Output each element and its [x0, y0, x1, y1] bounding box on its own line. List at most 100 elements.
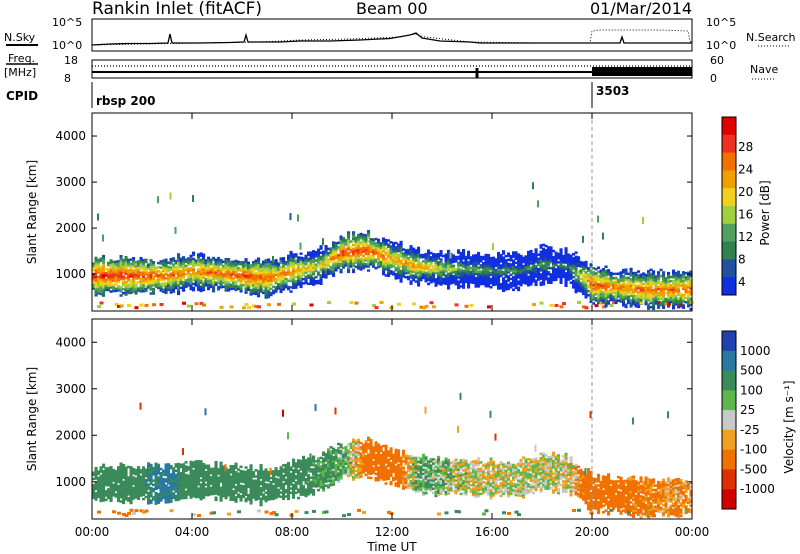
- power-cell: [159, 287, 163, 290]
- velocity-cell: [234, 498, 238, 501]
- power-cell: [307, 282, 311, 286]
- velocity-cell: [102, 478, 106, 481]
- power-cell: [362, 237, 366, 241]
- power-cell: [404, 259, 408, 262]
- power-cell: [464, 266, 468, 269]
- power-cell: [599, 275, 603, 279]
- power-cell: [667, 278, 671, 281]
- power-cell: [239, 267, 243, 270]
- velocity-cell: [214, 475, 218, 479]
- power-cell: [289, 275, 293, 279]
- power-cell: [142, 258, 146, 262]
- velocity-cell: [307, 470, 311, 473]
- power-cell: [347, 256, 351, 259]
- power-cell: [354, 246, 358, 250]
- power-cell: [677, 301, 681, 305]
- power-cell: [112, 289, 116, 293]
- power-cell: [489, 277, 493, 281]
- velocity-cell: [219, 488, 223, 492]
- power-cell: [189, 258, 193, 262]
- power-cell: [649, 276, 653, 280]
- velocity-cell: [134, 494, 138, 497]
- power-cell: [254, 274, 258, 277]
- power-cell: [649, 278, 653, 282]
- power-cell: [559, 273, 563, 276]
- power-cell: [629, 288, 633, 291]
- velocity-cell: [224, 464, 227, 472]
- power-cell: [177, 255, 181, 258]
- power-cell: [157, 278, 161, 281]
- power-cell: [527, 271, 531, 275]
- power-cell: [544, 259, 548, 262]
- power-cell: [134, 265, 138, 268]
- power-cell: [352, 254, 356, 257]
- power-cell: [497, 254, 501, 257]
- power-cell: [252, 288, 256, 291]
- velocity-cell: [109, 480, 113, 484]
- velocity-cell: [167, 471, 171, 475]
- power-cell: [652, 276, 656, 279]
- power-cell: [317, 250, 321, 254]
- velocity-cell: [219, 472, 223, 475]
- power-cell: [669, 290, 673, 293]
- power-cell: [229, 275, 233, 278]
- power-cell: [134, 281, 138, 285]
- power-cell: [589, 298, 593, 301]
- power-cell: [117, 266, 121, 269]
- power-cell: [262, 266, 266, 270]
- velocity-cell: [219, 476, 223, 479]
- velocity-cell: [292, 471, 296, 474]
- power-cell: [667, 292, 671, 296]
- power-cell: [344, 255, 348, 259]
- power-cell: [212, 269, 216, 272]
- power-cell: [654, 296, 658, 299]
- power-cell: [157, 282, 161, 286]
- velocity-cell: [117, 474, 121, 477]
- velocity-cell: [154, 483, 158, 486]
- power-cell: [494, 281, 498, 284]
- power-cell: [369, 256, 373, 260]
- power-cell: [277, 268, 281, 272]
- power-cell: [514, 251, 518, 254]
- power-cell: [244, 258, 248, 261]
- velocity-cell: [262, 472, 266, 475]
- power-cell: [284, 283, 288, 287]
- power-cell: [177, 286, 181, 289]
- power-cell: [634, 290, 638, 293]
- power-cell: [512, 278, 516, 281]
- velocity-cell: [327, 473, 331, 476]
- power-cell: [282, 263, 286, 266]
- power-cell: [572, 259, 576, 262]
- velocity-cell: [132, 480, 136, 483]
- power-cell: [547, 254, 551, 257]
- velocity-cell: [254, 490, 258, 493]
- power-cell: [397, 268, 401, 271]
- power-cell: [334, 266, 338, 270]
- power-cell: [652, 295, 656, 298]
- power-cell: [189, 285, 193, 289]
- power-cell: [319, 266, 323, 269]
- power-cell: [164, 291, 168, 295]
- power-cell: [384, 253, 388, 256]
- power-ytick-label: 3000: [55, 175, 86, 189]
- power-cell: [622, 297, 626, 301]
- power-cell: [267, 291, 271, 295]
- velocity-cell: [99, 478, 103, 482]
- velocity-cell: [129, 499, 133, 503]
- power-cell: [232, 264, 236, 268]
- power-cell: [432, 255, 436, 258]
- velocity-cell: [239, 465, 243, 469]
- velocity-cell: [239, 474, 243, 477]
- power-cell: [569, 262, 573, 266]
- power-cell: [219, 281, 223, 285]
- power-cell: [222, 268, 226, 272]
- power-cell: [317, 254, 321, 258]
- power-cell: [664, 283, 668, 286]
- power-cell: [152, 292, 156, 295]
- power-cell: [584, 293, 588, 297]
- power-cell: [144, 289, 148, 293]
- velocity-cell: [177, 473, 181, 476]
- power-cell: [644, 302, 648, 306]
- power-cell: [542, 274, 546, 278]
- power-cell: [237, 266, 241, 270]
